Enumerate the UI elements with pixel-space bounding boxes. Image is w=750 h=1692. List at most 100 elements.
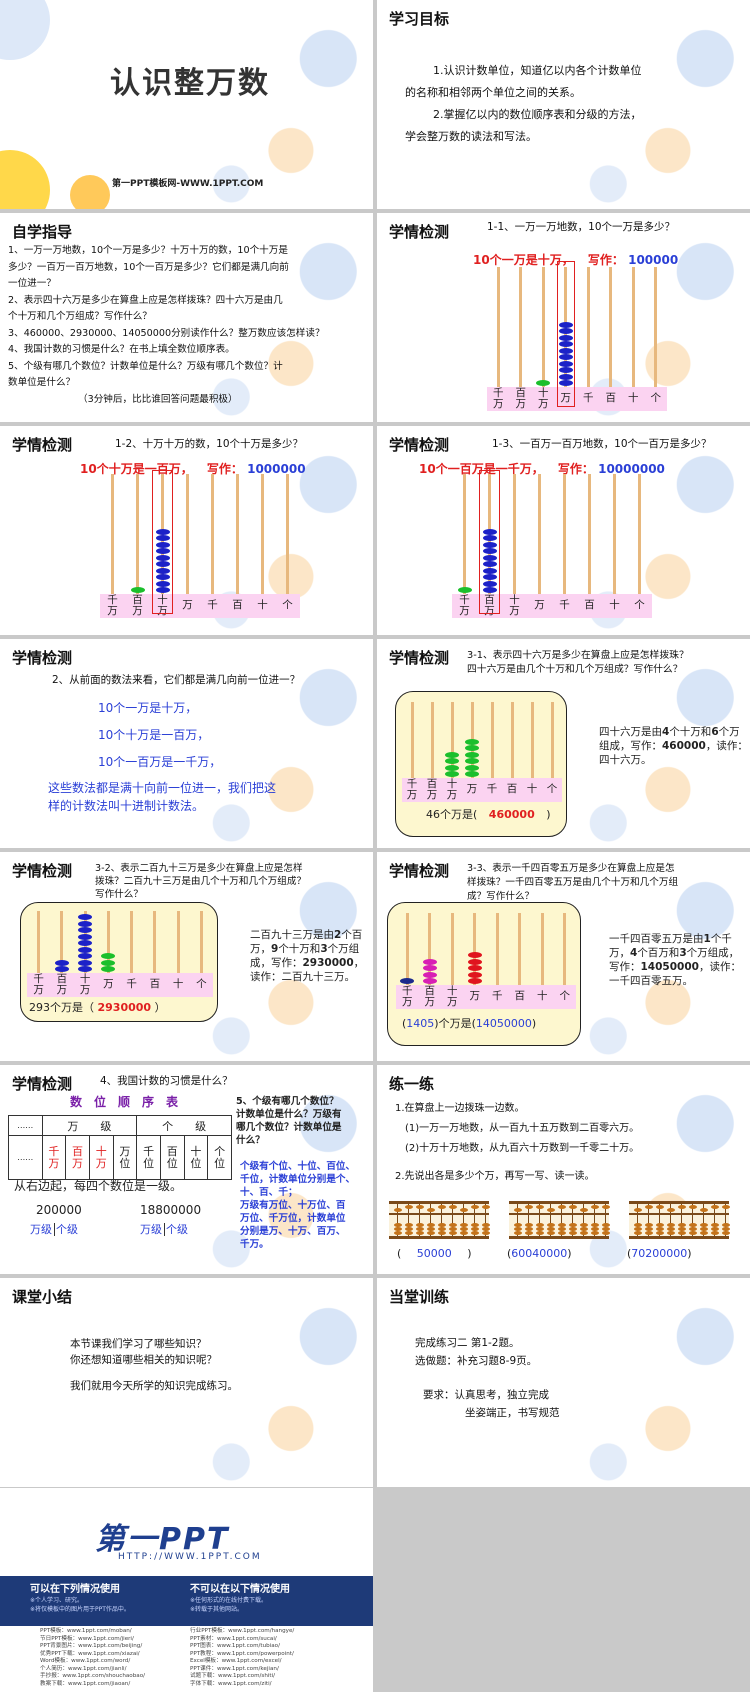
slide-heading: 学情检测 <box>12 1075 73 1093</box>
abacus-bead <box>445 764 459 771</box>
can-use-list: ※个人学习、研究。 ※将仅模板中的图片用于PPT作品中。 <box>30 1596 130 1614</box>
abacus-label-bar: 千 万百 万十 万万千百十个 <box>487 387 667 411</box>
summary-line: 我们就用今天所学的知识完成练习。 <box>70 1380 238 1392</box>
abacus-bead <box>536 380 551 386</box>
mini-abacus-bead <box>394 1231 402 1235</box>
mini-abacus-bead <box>525 1205 533 1209</box>
mini-abacus-bead <box>547 1208 555 1212</box>
mini-abacus-bead <box>667 1231 675 1235</box>
mini-abacus-frame <box>629 1201 729 1204</box>
side-number: 4 <box>662 726 670 738</box>
abacus-card: 千 万 百 万十 万万千百十个 293个万是（ 2930000 ） <box>20 902 218 1022</box>
mini-abacus-bead <box>667 1208 675 1212</box>
abacus-column-label: 十 <box>537 990 548 1002</box>
side-text: 个十万和 <box>278 943 321 955</box>
mini-abacus-bead <box>602 1231 610 1235</box>
mini-abacus-bead <box>547 1227 555 1231</box>
abacus-bead <box>482 548 497 554</box>
abacus-column-label: 千 万 <box>33 973 44 996</box>
answer-2-value: 60040000 <box>511 1247 568 1260</box>
side-number: 3 <box>320 943 328 955</box>
abacus-column-label: 百 <box>506 783 518 795</box>
mini-abacus-bead <box>514 1227 522 1231</box>
abacus-rod <box>261 474 264 598</box>
mini-abacus-bead <box>645 1231 653 1235</box>
abacus-column-label: 万 <box>560 392 572 404</box>
abacus-bead <box>78 920 93 927</box>
abacus-rod <box>430 702 434 782</box>
mini-abacus-bead <box>711 1231 719 1235</box>
question-line: 成？写作什么？ <box>467 891 535 902</box>
abacus-rod <box>473 913 477 989</box>
abacus: 千 万百 万十 万万千百十个 <box>396 909 576 1009</box>
mini-abacus-bead <box>591 1227 599 1231</box>
abacus-rod <box>463 474 466 598</box>
mini-abacus-rod <box>692 1204 693 1236</box>
guide-line: 4、我国计数的习惯是什么？在书上填全数位顺序表。 <box>8 344 235 355</box>
write-label: 写作： <box>557 462 594 476</box>
can-use-title: 可以在下列情况使用 <box>30 1584 120 1595</box>
guide-line: 多少？一百万一百万地数，10个一百万是多少？它们都是满几向前 <box>8 261 289 273</box>
slide-heading: 学习目标 <box>389 10 450 28</box>
objectives-text: 1.认识计数单位，知道亿以内各个计数单位 的名称和相邻两个单位之间的关系。 2.… <box>405 60 642 148</box>
site-link: 试题下载：www.1ppt.com/shiti/ <box>190 1673 276 1679</box>
abacus-bead <box>445 758 459 764</box>
mini-abacus-bead <box>558 1227 566 1231</box>
abacus-column-label: 十 <box>526 783 538 795</box>
mini-abacus-bead <box>405 1223 413 1227</box>
mini-abacus-bead <box>711 1223 719 1227</box>
training-line: 坐姿端正，书写规范 <box>465 1407 560 1419</box>
highlight-box <box>479 470 500 614</box>
slide-check-1-1: 学情检测 1-1、一万一万地数，10个一万是多少？ 10个一万是十万， 写作： … <box>377 213 750 422</box>
mini-abacus-rod <box>681 1204 682 1236</box>
practice-line: (1)一万一万地数，从一百九十五万数到二百零六万。 <box>405 1123 640 1134</box>
answer-line: 10个一百万是一千万， <box>98 755 222 769</box>
abacus-label-bar: 千 万百 万十 万万千百十个 <box>27 973 213 997</box>
abacus-rod <box>236 474 239 598</box>
abacus-column-label: 十 <box>609 599 620 611</box>
mini-abacus-bead <box>482 1227 490 1231</box>
slide-footer-text: 第一PPT模板网-WWW.1PPT.COM <box>112 179 264 189</box>
answer-side-text: 一千四百零五万是由1个千万，4个百万和3个万组成，写作：14050000，读作：… <box>609 932 749 988</box>
side-text: 万。 <box>672 975 693 987</box>
mini-abacus-bead <box>471 1223 479 1227</box>
example-number-1: 200000 <box>36 1203 82 1217</box>
guide-line: 一位进一？ <box>8 278 56 289</box>
example-number-2: 18800000 <box>140 1203 202 1217</box>
mini-abacus-bead <box>645 1205 653 1209</box>
abacus-column-label: 千 <box>486 783 498 795</box>
abacus: 千 万百 万十 万万千百十个 <box>100 468 300 618</box>
slide-summary: 课堂小结 本节课我们学习了哪些知识？ 你还想知道哪些相关的知识呢？ 我们就用今天… <box>0 1278 373 1487</box>
site-link: PPT素材：www.1ppt.com/sucai/ <box>190 1635 277 1642</box>
bottom-text: )个万是( <box>434 1017 476 1030</box>
question-line: 四十六万是由几个十万和几个万组成？写作什么？ <box>467 664 683 675</box>
mini-abacus-bead <box>525 1223 533 1227</box>
can-use-item: ※将仅模板中的图片用于PPT作品中。 <box>30 1606 130 1613</box>
abacus-column-label: 万 <box>469 990 481 1002</box>
write-label: 写作： <box>206 462 243 476</box>
abacus-bead <box>78 946 93 953</box>
abacus-column-label: 千 <box>559 599 570 611</box>
question-text: 4、我国计数的习惯是什么？ <box>100 1075 233 1087</box>
slide-check-3-3: 学情检测 3-3、表示一千四百零五万是多少在算盘上应是怎 样拨珠？一千四百零五万… <box>377 852 750 1061</box>
abacus-bead <box>155 567 170 574</box>
mini-abacus-bead <box>405 1227 413 1231</box>
abacus-rod <box>153 911 157 977</box>
slide-heading: 学情检测 <box>389 649 450 667</box>
practice-line: 1.在算盘上一边拨珠一边数。 <box>395 1103 525 1114</box>
abacus-bead <box>467 971 482 978</box>
abacus-bead <box>465 764 479 771</box>
mini-abacus-bead <box>689 1223 697 1227</box>
bottom-line: 46个万是( 460000 ) <box>426 806 551 822</box>
guide-line: 个十万和几个万组成？写作什么？ <box>8 311 152 322</box>
mini-abacus-bead <box>394 1227 402 1231</box>
cannot-use-list: ※任何形式的在线付费下载。 ※转载于其他网站。 <box>190 1596 267 1614</box>
guide-line: 1、一万一万地数，10个一万是多少？十万十万的数，10个十万是 <box>8 245 288 256</box>
mini-abacus-bead <box>416 1223 424 1227</box>
abacus-rod <box>541 267 545 391</box>
mini-abacus-bead <box>438 1231 446 1235</box>
site-link: PPT教程：www.1ppt.com/powerpoint/ <box>190 1650 294 1657</box>
abacus-bead <box>482 567 497 574</box>
abacus-label-bar: 千 万百 万十 万万千百十个 <box>100 594 300 618</box>
mini-abacus-bead <box>427 1231 435 1235</box>
